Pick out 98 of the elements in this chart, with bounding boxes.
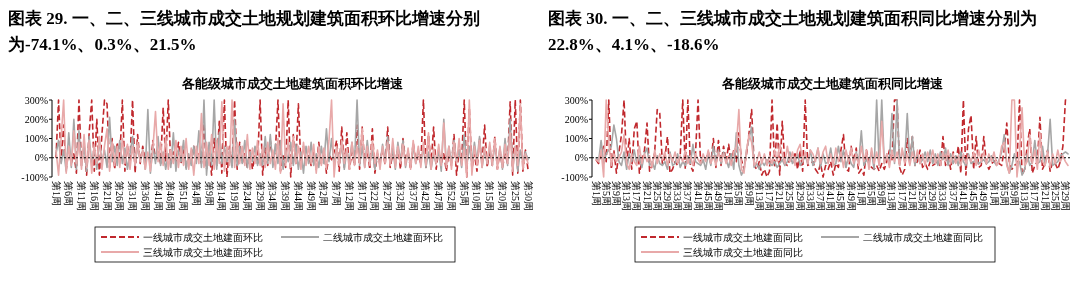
x-tick-label: 第47周 xyxy=(433,181,445,211)
x-tick-label: 第21周 xyxy=(774,181,786,211)
x-tick-label: 第1周 xyxy=(723,181,735,206)
y-tick-label: 200% xyxy=(564,113,588,125)
x-tick-label: 第31周 xyxy=(127,181,139,211)
x-tick-label: 第20周 xyxy=(496,181,508,211)
legend-label: 二线城市成交土地建面同比 xyxy=(863,231,983,243)
x-tick-label: 第6周 xyxy=(63,181,75,206)
x-tick-label: 第4周 xyxy=(190,181,202,206)
x-tick-label: 第24周 xyxy=(241,181,253,211)
x-tick-label: 第37周 xyxy=(682,181,694,211)
chart-subtitle: 各能级城市成交土地建筑面积同比增速 xyxy=(720,76,944,91)
x-tick-label: 第41周 xyxy=(957,181,969,211)
x-tick-label: 第30周 xyxy=(522,181,534,211)
x-tick-label: 第26周 xyxy=(114,181,126,211)
x-tick-label: 第9周 xyxy=(1008,181,1020,206)
x-tick-label: 第1周 xyxy=(590,181,602,206)
chart-title: 图表 30. 一、二、三线城市成交土地规划建筑面积同比增速分别为 22.8%、4.1%、-18.6% xyxy=(548,8,1038,56)
x-tick-label: 第9周 xyxy=(203,181,215,206)
x-tick-label: 第46周 xyxy=(165,181,177,211)
x-tick-label: 第13周 xyxy=(753,181,765,211)
legend-label: 三线城市成交土地建面同比 xyxy=(683,246,803,258)
x-tick-label: 第29周 xyxy=(1059,181,1071,211)
x-tick-label: 第52周 xyxy=(445,181,457,211)
y-tick-label: -100% xyxy=(21,171,48,183)
x-tick-label: 第44周 xyxy=(292,181,304,211)
x-tick-label: 第5周 xyxy=(600,181,612,206)
x-tick-label: 第17周 xyxy=(631,181,643,211)
x-tick-label: 第11周 xyxy=(76,181,88,211)
x-tick-label: 第29周 xyxy=(794,181,806,211)
x-tick-label: 第29周 xyxy=(661,181,673,211)
x-tick-label: 第16周 xyxy=(88,181,100,211)
x-tick-label: 第22周 xyxy=(369,181,381,211)
x-tick-label: 第42周 xyxy=(420,181,432,211)
x-tick-label: 第34周 xyxy=(267,181,279,211)
y-tick-label: 100% xyxy=(24,133,48,144)
x-tick-label: 第7周 xyxy=(331,181,343,206)
x-tick-label: 第21周 xyxy=(101,181,113,211)
chart-subtitle: 各能级城市成交土地建筑面积环比增速 xyxy=(180,76,404,91)
x-tick-label: 第25周 xyxy=(784,181,796,211)
chart-title: 图表 29. 一、二、三线城市成交土地规划建筑面积环比增速分别为-74.1%、0.3%、21.5% xyxy=(8,8,481,56)
x-tick-label: 第5周 xyxy=(733,181,745,206)
x-tick-label: 第32周 xyxy=(394,181,406,211)
x-tick-label: 第2周 xyxy=(318,181,330,206)
x-tick-label: 第41周 xyxy=(825,181,837,211)
x-tick-label: 第9周 xyxy=(876,181,888,206)
x-tick-label: 第1周 xyxy=(50,181,62,206)
x-tick-label: 第45周 xyxy=(835,181,847,211)
x-tick-label: 第14周 xyxy=(216,181,228,211)
x-tick-label: 第9周 xyxy=(743,181,755,206)
x-tick-label: 第25周 xyxy=(1049,181,1061,211)
x-tick-label: 第13周 xyxy=(886,181,898,211)
legend-label: 一线城市成交土地建面环比 xyxy=(143,231,263,243)
x-tick-label: 第33周 xyxy=(937,181,949,211)
legend-label: 一线城市成交土地建面同比 xyxy=(683,231,803,243)
y-tick-label: 0% xyxy=(34,152,48,164)
x-tick-label: 第49周 xyxy=(978,181,990,211)
x-tick-label: 第27周 xyxy=(382,181,394,211)
x-tick-label: 第25周 xyxy=(509,181,521,211)
y-tick-label: 300% xyxy=(564,94,588,106)
x-tick-label: 第21周 xyxy=(1039,181,1051,211)
y-tick-label: -100% xyxy=(561,171,588,183)
x-tick-label: 第25周 xyxy=(651,181,663,211)
x-tick-label: 第12周 xyxy=(343,181,355,211)
x-tick-label: 第17周 xyxy=(356,181,368,211)
x-tick-label: 第1周 xyxy=(855,181,867,206)
x-tick-label: 第29周 xyxy=(254,181,266,211)
x-tick-label: 第5周 xyxy=(458,181,470,206)
x-tick-label: 第17周 xyxy=(1029,181,1041,211)
x-tick-label: 第9周 xyxy=(610,181,622,206)
x-tick-label: 第36周 xyxy=(139,181,151,211)
legend-label: 二线城市成交土地建面环比 xyxy=(323,231,443,243)
x-tick-label: 第19周 xyxy=(229,181,241,211)
x-tick-label: 第17周 xyxy=(896,181,908,211)
y-tick-label: 100% xyxy=(564,133,588,144)
y-tick-label: 200% xyxy=(24,113,48,125)
legend-label: 三线城市成交土地建面环比 xyxy=(143,246,263,258)
x-tick-label: 第39周 xyxy=(280,181,292,211)
x-tick-label: 第21周 xyxy=(906,181,918,211)
x-tick-label: 第21周 xyxy=(641,181,653,211)
x-tick-label: 第17周 xyxy=(763,181,775,211)
x-tick-label: 第49周 xyxy=(305,181,317,211)
x-tick-label: 第15周 xyxy=(484,181,496,211)
x-tick-label: 第45周 xyxy=(702,181,714,211)
x-tick-label: 第10周 xyxy=(471,181,483,211)
y-tick-label: 0% xyxy=(574,152,588,164)
x-tick-label: 第41周 xyxy=(692,181,704,211)
x-tick-label: 第41周 xyxy=(152,181,164,211)
x-tick-label: 第1周 xyxy=(988,181,1000,206)
x-tick-label: 第49周 xyxy=(712,181,724,211)
x-tick-label: 第5周 xyxy=(998,181,1010,206)
x-tick-label: 第51周 xyxy=(178,181,190,211)
x-tick-label: 第49周 xyxy=(845,181,857,211)
x-tick-label: 第33周 xyxy=(804,181,816,211)
y-tick-label: 300% xyxy=(24,94,48,106)
x-tick-label: 第37周 xyxy=(947,181,959,211)
x-tick-label: 第29周 xyxy=(927,181,939,211)
x-tick-label: 第37周 xyxy=(407,181,419,211)
